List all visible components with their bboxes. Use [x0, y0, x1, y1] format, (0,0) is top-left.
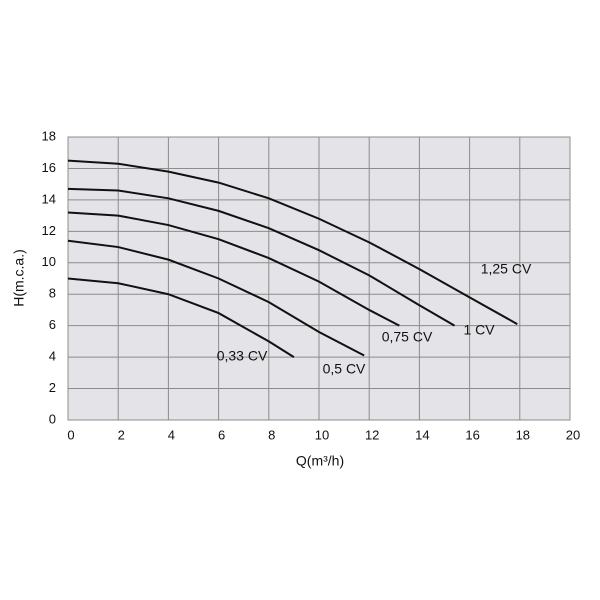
- curve-label: 0,75 CV: [382, 329, 433, 345]
- y-tick-label: 2: [49, 380, 56, 395]
- y-tick-label: 8: [49, 286, 56, 301]
- y-axis-label: H(m.c.a.): [11, 249, 27, 307]
- y-tick-label: 18: [42, 128, 56, 143]
- y-tick-label: 4: [49, 349, 56, 364]
- curve: [67, 239, 365, 357]
- x-tick-label: 10: [315, 427, 329, 442]
- curve: [67, 187, 456, 327]
- y-tick-label: 16: [42, 160, 56, 175]
- y-tick-label: 14: [42, 191, 56, 206]
- x-tick-label: 2: [118, 427, 125, 442]
- curve-label: 1 CV: [463, 322, 495, 338]
- y-tick-label: 0: [49, 411, 56, 426]
- x-axis-label: Q(m³/h): [296, 453, 344, 469]
- curve-label: 0,33 CV: [217, 348, 268, 364]
- y-tick-label: 6: [49, 317, 56, 332]
- curve: [67, 159, 518, 325]
- curve: [67, 211, 400, 327]
- x-tick-label: 12: [365, 427, 379, 442]
- x-tick-label: 20: [566, 427, 580, 442]
- x-tick-label: 16: [465, 427, 479, 442]
- curve-label: 1,25 CV: [481, 261, 532, 277]
- x-tick-label: 14: [415, 427, 429, 442]
- x-tick-label: 4: [168, 427, 175, 442]
- y-tick-label: 10: [42, 254, 56, 269]
- x-tick-label: 8: [268, 427, 275, 442]
- x-tick-label: 6: [218, 427, 225, 442]
- curve-label: 0,5 CV: [323, 361, 366, 377]
- curve: [67, 277, 295, 358]
- x-tick-label: 0: [67, 427, 74, 442]
- y-tick-label: 12: [42, 223, 56, 238]
- x-tick-label: 18: [516, 427, 530, 442]
